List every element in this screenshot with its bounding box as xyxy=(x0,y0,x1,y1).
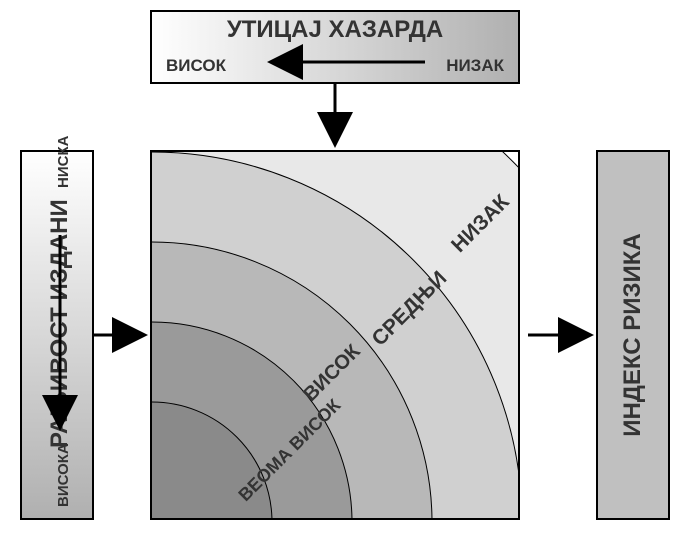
risk-matrix-chart: НИЗАКСРЕДЊИВИСОКВЕОМА ВИСОК xyxy=(150,150,520,520)
risk-bands-svg xyxy=(152,152,520,520)
vulnerability-title: РАЊИВОСТ ИЗДАНИ xyxy=(46,228,74,448)
risk-index-title: ИНДЕКС РИЗИКА xyxy=(619,233,647,437)
hazard-impact-title: УТИЦАЈ ХАЗАРДА xyxy=(227,16,443,44)
hazard-low-label: НИЗАК xyxy=(446,56,504,76)
hazard-impact-box: УТИЦАЈ ХАЗАРДА ВИСОК НИЗАК xyxy=(150,10,520,84)
hazard-high-label: ВИСОК xyxy=(166,56,226,76)
risk-index-box: ИНДЕКС РИЗИКА xyxy=(596,150,670,520)
vulnerability-box: РАЊИВОСТ ИЗДАНИ НИСКА ВИСОКА xyxy=(20,150,94,520)
vulnerability-low-label: НИСКА xyxy=(55,136,72,188)
vulnerability-high-label: ВИСОКА xyxy=(55,443,72,507)
